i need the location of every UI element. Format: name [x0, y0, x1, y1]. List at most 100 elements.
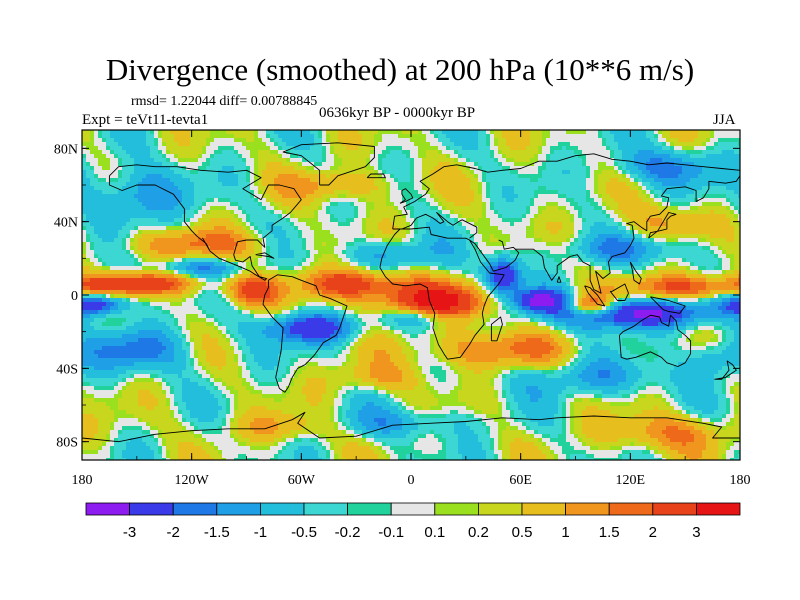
field-cell: [330, 134, 335, 139]
field-cell: [466, 146, 471, 151]
field-cell: [218, 214, 223, 219]
field-cell: [566, 222, 571, 227]
field-cell: [386, 186, 391, 191]
field-cell: [246, 194, 251, 199]
field-cell: [382, 242, 387, 247]
field-cell: [566, 246, 571, 251]
field-cell: [162, 154, 167, 159]
field-cell: [126, 138, 131, 143]
field-cell: [626, 234, 631, 239]
field-cell: [142, 150, 147, 155]
field-cell: [290, 154, 295, 159]
field-cell: [510, 138, 515, 143]
field-cell: [270, 154, 275, 159]
field-cell: [570, 150, 575, 155]
field-cell: [682, 210, 687, 215]
field-cell: [254, 202, 259, 207]
field-cell: [546, 186, 551, 191]
field-cell: [178, 206, 183, 211]
field-cell: [478, 150, 483, 155]
field-cell: [310, 182, 315, 187]
field-cell: [150, 150, 155, 155]
field-cell: [294, 242, 299, 247]
field-cell: [334, 186, 339, 191]
field-cell: [110, 206, 115, 211]
field-cell: [706, 150, 711, 155]
field-cell: [650, 206, 655, 211]
field-cell: [634, 242, 639, 247]
field-cell: [130, 214, 135, 219]
field-cell: [474, 206, 479, 211]
field-cell: [626, 226, 631, 231]
field-cell: [358, 210, 363, 215]
field-cell: [434, 142, 439, 147]
field-cell: [378, 202, 383, 207]
field-cell: [206, 238, 211, 243]
field-cell: [138, 182, 143, 187]
field-cell: [286, 186, 291, 191]
field-cell: [202, 222, 207, 227]
field-cell: [454, 198, 459, 203]
field-cell: [254, 230, 259, 235]
field-cell: [698, 246, 703, 251]
field-cell: [102, 202, 107, 207]
field-cell: [614, 182, 619, 187]
field-cell: [734, 230, 739, 235]
field-cell: [414, 214, 419, 219]
field-cell: [326, 170, 331, 175]
field-cell: [542, 162, 547, 167]
field-cell: [550, 206, 555, 211]
field-cell: [654, 234, 659, 239]
field-cell: [734, 210, 739, 215]
field-cell: [634, 230, 639, 235]
field-cell: [250, 134, 255, 139]
field-cell: [190, 206, 195, 211]
field-cell: [370, 238, 375, 243]
field-cell: [310, 178, 315, 183]
field-cell: [234, 226, 239, 231]
field-cell: [538, 226, 543, 231]
field-cell: [634, 214, 639, 219]
field-cell: [118, 222, 123, 227]
field-cell: [698, 242, 703, 247]
field-cell: [102, 170, 107, 175]
field-cell: [238, 134, 243, 139]
field-cell: [298, 158, 303, 163]
field-cell: [614, 198, 619, 203]
field-cell: [446, 214, 451, 219]
field-cell: [298, 182, 303, 187]
field-cell: [222, 162, 227, 167]
field-cell: [386, 194, 391, 199]
field-cell: [642, 158, 647, 163]
field-cell: [186, 174, 191, 179]
field-cell: [706, 226, 711, 231]
field-cell: [290, 246, 295, 251]
field-cell: [718, 150, 723, 155]
field-cell: [258, 194, 263, 199]
field-cell: [322, 186, 327, 191]
field-cell: [538, 130, 543, 135]
field-cell: [594, 146, 599, 151]
field-cell: [126, 142, 131, 147]
field-cell: [390, 178, 395, 183]
field-cell: [638, 154, 643, 159]
field-cell: [546, 206, 551, 211]
field-cell: [198, 178, 203, 183]
field-cell: [562, 190, 567, 195]
field-cell: [634, 210, 639, 215]
field-cell: [494, 226, 499, 231]
field-cell: [486, 218, 491, 223]
field-cell: [738, 138, 741, 143]
field-cell: [386, 142, 391, 147]
field-cell: [318, 246, 323, 251]
field-cell: [470, 174, 475, 179]
field-cell: [362, 214, 367, 219]
field-cell: [242, 218, 247, 223]
field-cell: [238, 218, 243, 223]
field-cell: [654, 190, 659, 195]
field-cell: [110, 194, 115, 199]
field-cell: [686, 134, 691, 139]
field-cell: [126, 190, 131, 195]
field-cell: [602, 154, 607, 159]
field-cell: [602, 198, 607, 203]
